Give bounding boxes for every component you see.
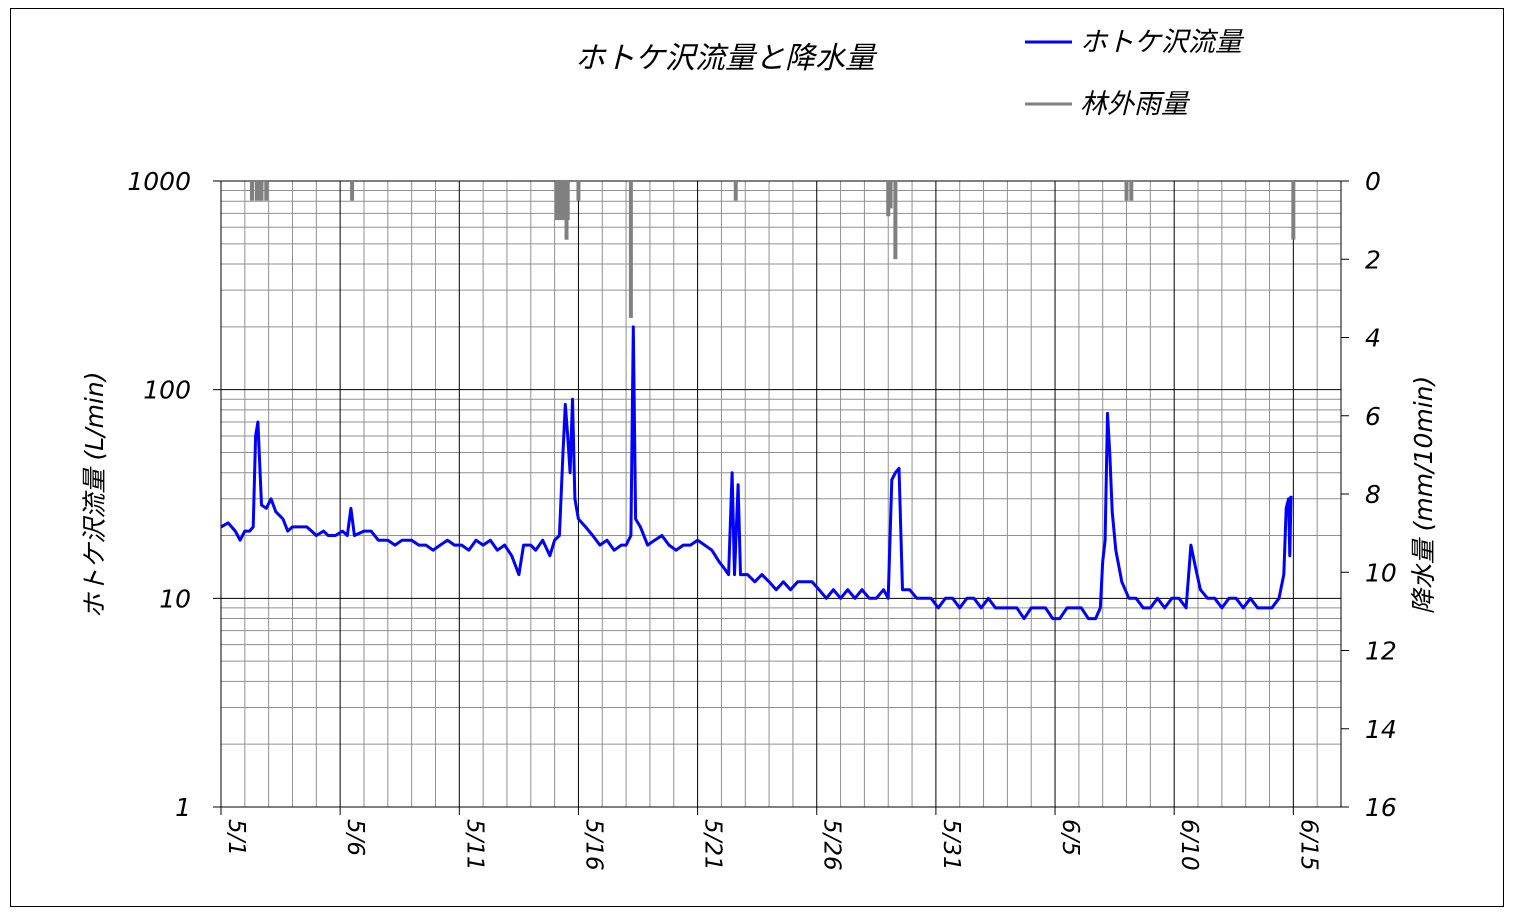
- y-right-axis-label: 降水量 (mm/10min): [1409, 376, 1438, 615]
- right-tick-label: 16: [1365, 793, 1397, 822]
- x-axis-ticks: 5/1 5/6 5/11 5/16 5/21 5/26 5/31 6/5 6/10 6/15: [220, 807, 1321, 871]
- rainfall-bar: [733, 181, 738, 201]
- plot-area-border: [220, 180, 1342, 808]
- rainfall-bar: [249, 181, 254, 201]
- x-tick-label: 6/10: [1176, 819, 1202, 871]
- right-tick-label: 8: [1365, 480, 1381, 509]
- legend-flow-label: ホトケ沢流量: [1080, 27, 1245, 58]
- right-tick-label: 0: [1365, 167, 1381, 196]
- rainfall-bar: [254, 181, 259, 201]
- chart-title: ホトケ沢流量と降水量: [575, 41, 878, 76]
- left-tick-label: 10: [159, 584, 191, 613]
- x-tick-label: 5/1: [223, 819, 249, 856]
- chart-frame: [10, 8, 1504, 907]
- rainfall-bar: [1124, 181, 1129, 201]
- rainfall-bar: [264, 181, 269, 201]
- left-tick-label: 1: [175, 793, 191, 822]
- right-axis-ticks: 0 2 4 6 8 10 12 14 16: [1341, 167, 1397, 822]
- rainfall-bar: [259, 181, 264, 201]
- rainfall-bar: [1291, 181, 1296, 240]
- x-tick-label: 5/16: [580, 819, 606, 871]
- x-tick-label: 5/26: [819, 819, 845, 871]
- right-tick-label: 4: [1365, 324, 1381, 353]
- x-tick-label: 5/21: [700, 819, 726, 871]
- rainfall-bar: [257, 181, 262, 201]
- rainfall-bar: [886, 181, 891, 217]
- x-tick-label: 6/15: [1295, 819, 1321, 871]
- rainfall-bar: [576, 181, 581, 201]
- y-left-axis-label: ホトケ沢流量 (L/min): [80, 372, 109, 619]
- right-tick-label: 14: [1365, 715, 1397, 744]
- rainfall-bar: [893, 181, 898, 260]
- x-tick-label: 6/5: [1057, 819, 1083, 856]
- rainfall-bar: [628, 181, 633, 318]
- left-tick-label: 100: [143, 376, 191, 405]
- rainfall-bar: [565, 181, 570, 221]
- rainfall-bar: [888, 181, 893, 209]
- right-tick-label: 6: [1365, 402, 1381, 431]
- x-tick-label: 5/6: [342, 819, 368, 856]
- rainfall-bar: [1129, 181, 1134, 201]
- right-tick-label: 10: [1365, 558, 1397, 587]
- rainfall-series: [249, 181, 1296, 318]
- left-tick-label: 1000: [127, 167, 191, 196]
- right-tick-label: 2: [1365, 245, 1381, 274]
- right-tick-label: 12: [1365, 637, 1397, 666]
- rainfall-bar: [350, 181, 355, 201]
- minor-gridlines: [221, 181, 1341, 807]
- x-tick-label: 5/31: [938, 819, 964, 871]
- left-axis-ticks: 1 10 100 1000: [127, 167, 221, 822]
- rainfall-bar: [558, 181, 563, 221]
- rainfall-bar: [562, 181, 567, 221]
- flow-series-line: [220, 325, 1293, 621]
- legend-rain-label: 林外雨量: [1080, 89, 1191, 120]
- major-gridlines: [221, 181, 1341, 807]
- x-tick-label: 5/11: [461, 819, 487, 871]
- rainfall-bar: [555, 181, 559, 221]
